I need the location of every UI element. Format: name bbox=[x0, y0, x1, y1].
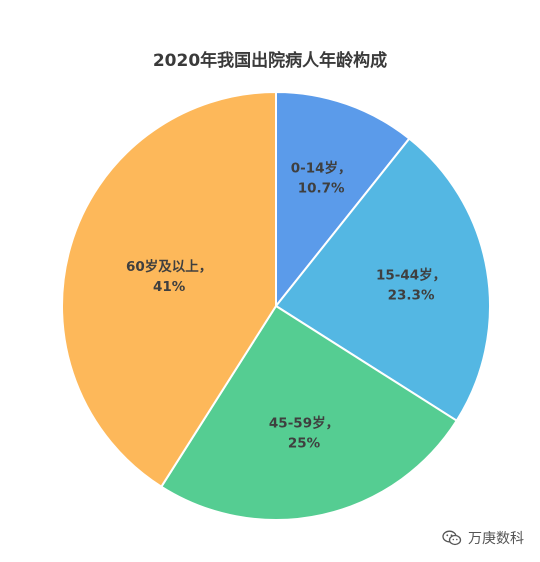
pie-slice bbox=[275, 90, 411, 309]
pie-slice bbox=[61, 90, 277, 489]
pie-slice bbox=[159, 304, 459, 521]
chart-title: 2020年我国出院病人年龄构成 bbox=[152, 51, 388, 71]
slice-label: 60岁及以上， 41% bbox=[126, 258, 212, 295]
wechat-icon bbox=[442, 530, 462, 546]
slice-label: 0-14岁， 10.7% bbox=[291, 160, 352, 197]
watermark-text: 万庚数科 bbox=[468, 531, 524, 547]
slice-label: 45-59岁， 25% bbox=[269, 414, 339, 451]
watermark: 万庚数科 bbox=[442, 528, 524, 548]
slice-label: 15-44岁， 23.3% bbox=[376, 266, 446, 303]
pie-slice bbox=[274, 137, 491, 423]
